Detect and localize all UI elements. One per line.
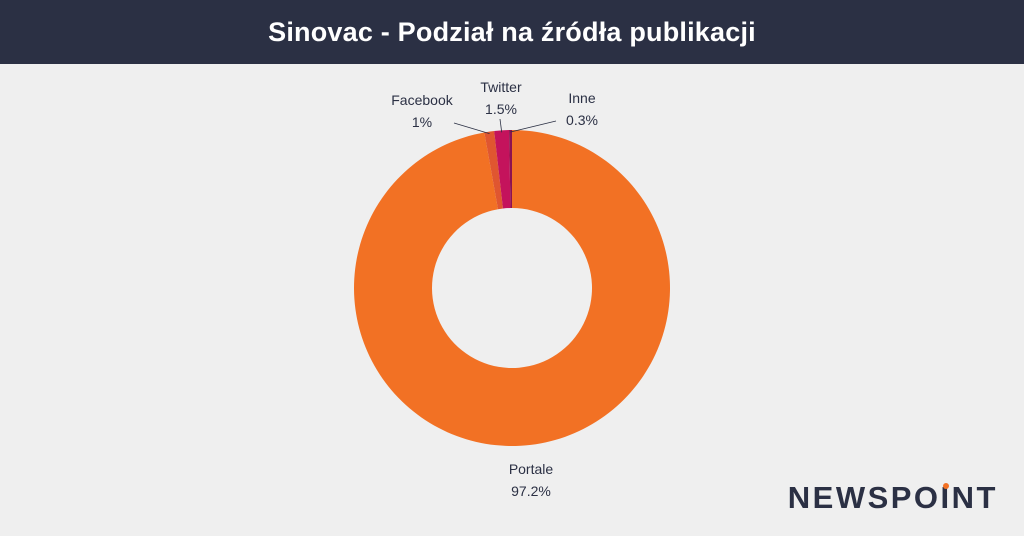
donut-chart: Portale 97.2% Facebook 1% Twitter 1.5% Inne 0.3…	[354, 79, 671, 499]
newspoint-logo: NEWSPOI NT	[788, 480, 998, 516]
slice-portale	[354, 130, 671, 447]
slice-value-twitter: 1.5%	[485, 101, 517, 117]
slice-inne	[509, 130, 512, 209]
logo-text-start: NEWSPO	[787, 480, 941, 515]
slice-value-facebook: 1%	[412, 114, 432, 130]
leader-line-twitter	[499, 118, 503, 133]
slice-value-inne: 0.3%	[566, 112, 598, 128]
leader-line-facebook	[453, 122, 490, 135]
logo-dot-icon	[943, 483, 950, 489]
logo-letter-i: I	[940, 480, 952, 515]
leader-line-inne	[510, 120, 557, 133]
slice-label-inne: Inne	[568, 90, 595, 106]
slice-facebook	[484, 131, 503, 210]
slice-label-twitter: Twitter	[480, 79, 522, 95]
slice-label-portale: Portale	[509, 461, 554, 477]
slice-label-facebook: Facebook	[391, 92, 453, 108]
chart-title: Sinovac - Podział na źródła publikacji	[268, 16, 756, 47]
slice-value-portale: 97.2%	[511, 483, 551, 499]
title-bar: Sinovac - Podział na źródła publikacji	[0, 0, 1024, 64]
logo-text-end: NT	[951, 480, 998, 515]
slice-twitter	[494, 130, 511, 209]
